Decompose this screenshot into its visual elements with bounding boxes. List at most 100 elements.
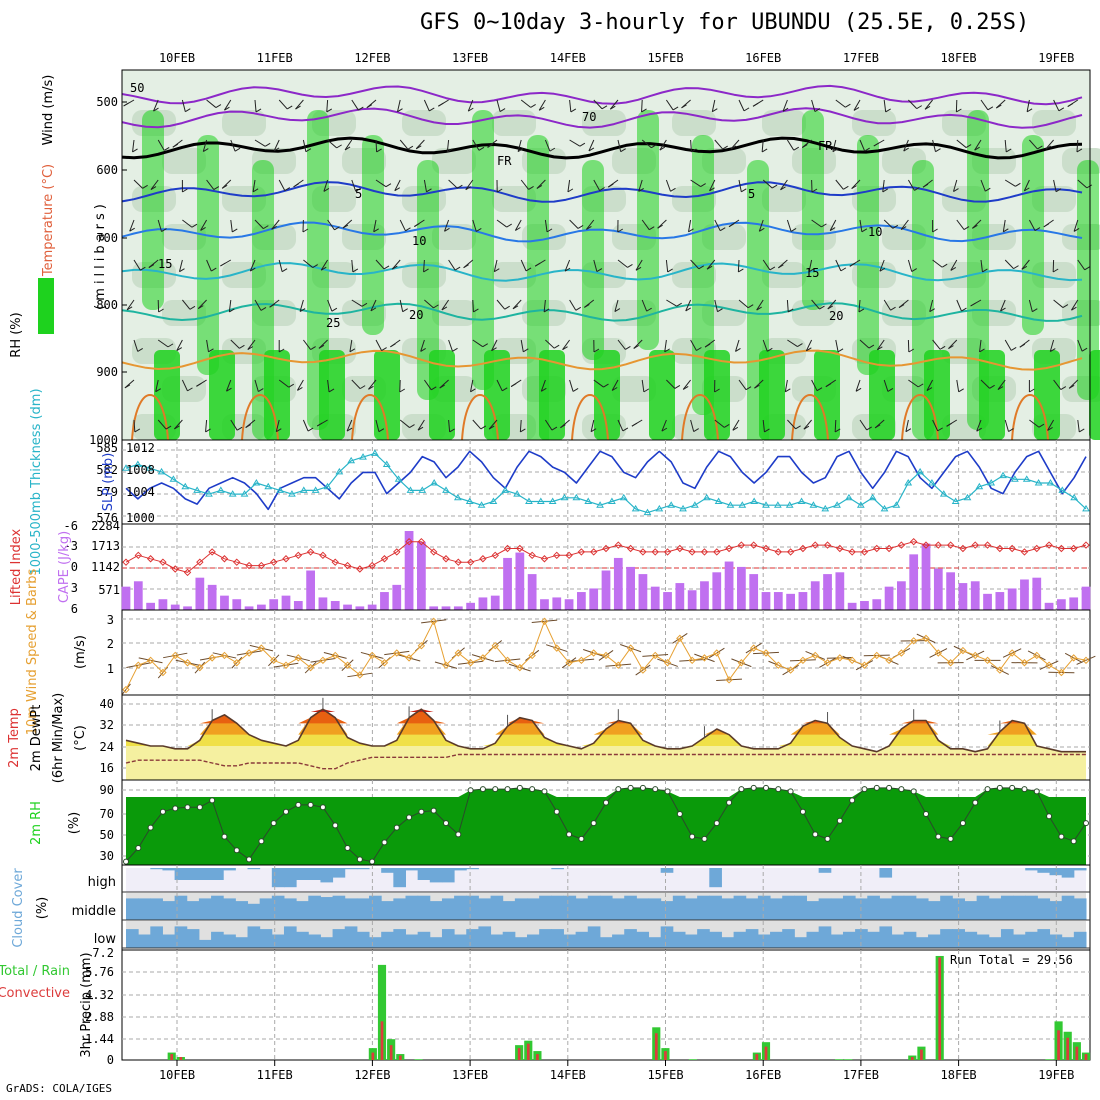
wind-barb [370, 299, 377, 312]
wind10-marker [1008, 649, 1016, 657]
cape-bar [207, 584, 217, 610]
wind-barb [569, 219, 579, 229]
wind-barb-flag [132, 148, 138, 153]
wind-barb [230, 339, 240, 349]
wind10-marker [159, 668, 167, 677]
wind-barb [956, 219, 965, 230]
wind-barb-flag [320, 266, 327, 271]
wind-barb [979, 339, 982, 352]
wind-barb-flag [657, 224, 663, 229]
cloud-cover-bar [186, 901, 200, 920]
cloud-cover-bar [393, 898, 406, 920]
cloud-cover-bar [454, 868, 467, 871]
wind-barb [980, 259, 983, 272]
wind-barb [851, 179, 861, 189]
wind-barb-flag [189, 305, 196, 310]
date-label-bottom: 17FEB [843, 1068, 879, 1082]
lifted-index-marker [934, 541, 943, 549]
date-label-bottom: 18FEB [941, 1068, 977, 1082]
lifted-index-marker [134, 551, 143, 560]
cloud-level-label: middle [72, 904, 116, 919]
wind-barb-flag [449, 428, 455, 433]
rh2m-marker [209, 797, 216, 804]
cape-bar [515, 552, 525, 610]
wind10-marker [713, 649, 721, 657]
wind-barb [876, 339, 885, 351]
cloud-cover-bar [381, 868, 394, 873]
lifted-index-marker [626, 544, 635, 553]
precip-total-legend: Total / Rain [0, 964, 70, 979]
wind-barb [1077, 179, 1088, 189]
wind-barb-flag [336, 144, 342, 149]
wind-barb [665, 259, 669, 272]
wind-barb-flag [517, 148, 524, 153]
wind-barb [1028, 299, 1033, 312]
wind-barb [351, 99, 359, 111]
cloud-cover-bar [818, 868, 832, 873]
cloud-cover-bar [1013, 895, 1026, 920]
wind-barb [327, 379, 330, 392]
lifted-index-marker [749, 541, 758, 549]
lifted-index-marker [503, 544, 512, 553]
warm-contour [571, 394, 609, 441]
cloud-cover-bar [624, 895, 637, 920]
wind-barb [181, 379, 188, 392]
wind-barb [349, 339, 353, 352]
precip-convective-bar [398, 1055, 402, 1060]
precip-convective-bar [380, 1021, 384, 1060]
rh2m-marker [1058, 833, 1065, 840]
cape-bar [663, 592, 672, 610]
cloud-cover-bar [174, 926, 188, 948]
wind10-marker [491, 641, 499, 650]
contour-label: 15 [805, 266, 819, 280]
lifted-index-marker [183, 568, 192, 577]
thickness-marker [1034, 479, 1043, 486]
lifted-index-marker [1057, 544, 1066, 553]
precip-convective-bar [536, 1054, 539, 1060]
wind-barb-flag [284, 187, 291, 192]
rh2m-tick-label: 90 [100, 783, 114, 797]
wind-barb-flag [821, 223, 827, 228]
wind-barb-flag [584, 303, 590, 308]
wind10-marker [565, 659, 573, 667]
wind10-marker [1020, 659, 1029, 667]
cape-bar [564, 599, 574, 610]
warm-contour [791, 394, 829, 441]
wind-barb-flag [179, 268, 185, 273]
wind-barb [905, 419, 909, 432]
wind-barb-flag [961, 307, 967, 312]
precip-tick-label: 2.88 [85, 1010, 114, 1024]
thickness-marker [181, 482, 190, 490]
cloud-cover-bar [223, 934, 236, 948]
wind-barb [254, 139, 266, 147]
wind-barb [1004, 139, 1007, 152]
wind-barb [373, 219, 377, 232]
wind-barb-flag [887, 387, 894, 392]
wind10-marker [122, 685, 130, 694]
wind-barb [835, 99, 846, 108]
wind10-marker [257, 644, 266, 652]
wind10-marker [996, 666, 1004, 674]
rh2m-marker [652, 786, 659, 793]
lifted-index-marker [122, 558, 130, 566]
dewpoint-axis-label: 2m DewPt [29, 705, 44, 772]
wind-barb [399, 139, 409, 150]
wind-barb-flag [802, 144, 808, 148]
thickness-marker [762, 501, 770, 508]
wind-barb [200, 219, 208, 231]
wind-barb-flag [676, 302, 682, 307]
wind-barb-flag [342, 224, 349, 229]
wind-barb-flag [882, 188, 888, 193]
cloud-cover-bar [138, 934, 151, 948]
wind-barb-flag [525, 267, 532, 272]
thickness-marker [205, 490, 213, 497]
wind-barb-flag [738, 268, 744, 273]
rh-shade-high [429, 350, 455, 440]
cloud-cover-bar [490, 895, 504, 920]
wind-barb-flag [956, 108, 962, 113]
wind-barb [153, 99, 159, 112]
wind-axis-label: Wind (m/s) [41, 75, 56, 146]
wind-barb-flag [310, 346, 316, 351]
cloud-cover-bar [879, 926, 893, 948]
cape-bar [577, 592, 586, 610]
